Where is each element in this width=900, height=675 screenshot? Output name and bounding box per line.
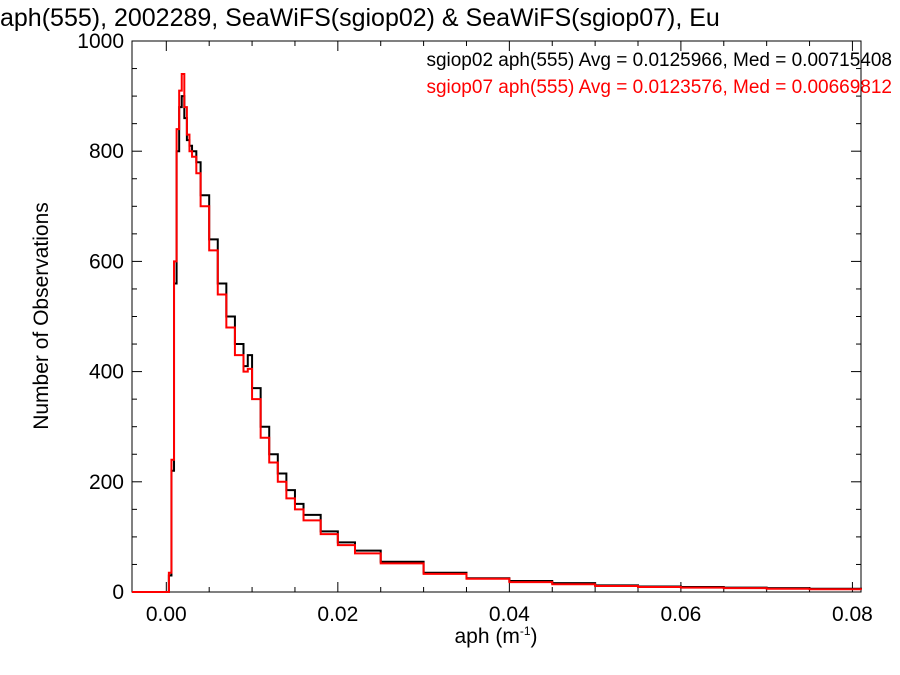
stats-sgiop02: sgiop02 aph(555) Avg = 0.0125966, Med = … [426,50,892,71]
x-ticks: 0.00 0.02 0.04 0.06 0.08 [146,41,873,626]
chart-title: aph(555), 2002289, SeaWiFS(sgiop02) & Se… [0,4,720,32]
x-tick-label: 0.04 [489,603,530,626]
x-axis-label-close: ) [530,625,538,648]
y-tick-label: 800 [89,140,124,163]
series-line-sgiop07 [132,73,862,593]
x-axis-label-exponent: -1 [519,624,531,638]
y-tick-label: 600 [89,250,124,273]
plot-frame [131,40,862,593]
y-tick-label: 1000 [77,30,124,53]
y-ticks: 0 200 400 600 800 1000 [77,30,861,604]
x-tick-label: 0.06 [660,603,701,626]
series-layer [132,73,862,593]
stats-sgiop07: sgiop07 aph(555) Avg = 0.0123576, Med = … [426,77,892,98]
x-tick-label: 0.00 [146,603,187,626]
x-axis-label: aph (m-1) [454,624,537,649]
series-line-sgiop02 [132,95,862,593]
y-tick-label: 0 [112,581,124,604]
x-tick-label: 0.08 [832,603,873,626]
y-tick-label: 400 [89,361,124,384]
y-tick-label: 200 [89,471,124,494]
x-tick-label: 0.02 [317,603,358,626]
x-axis-label-text: aph (m [454,625,520,648]
